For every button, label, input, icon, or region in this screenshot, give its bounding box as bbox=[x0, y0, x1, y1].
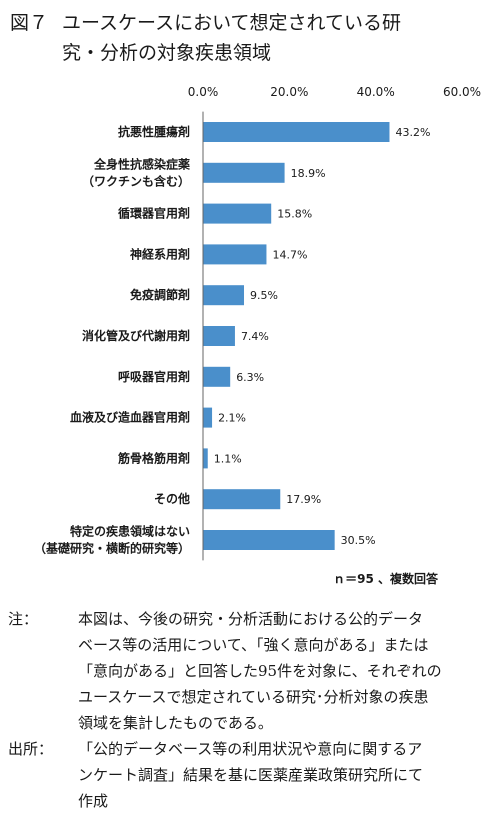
note-body: 本図は、今後の研究・分析活動における公的データ ベース等の活用について、「強く意… bbox=[8, 606, 486, 736]
bar bbox=[203, 162, 285, 183]
category-label: （基礎研究・横断的研究等） bbox=[34, 541, 190, 556]
value-label: 7.4% bbox=[241, 330, 269, 343]
bar bbox=[203, 244, 267, 265]
bar bbox=[203, 285, 245, 306]
x-tick-label: 40.0% bbox=[357, 85, 395, 99]
value-label: 14.7% bbox=[272, 248, 307, 261]
source-block: 出所： 「公的データベース等の利用状況や意向に関するア ンケート調査」結果を基に… bbox=[8, 736, 486, 814]
bar bbox=[203, 448, 208, 469]
figure-title-line-1: ユースケースにおいて想定されている研 bbox=[62, 12, 401, 34]
value-label: 1.1% bbox=[214, 452, 242, 465]
x-axis-ticks: 0.0% 20.0% 40.0% 60.0% bbox=[188, 85, 481, 99]
source-line: 「公的データベース等の利用状況や意向に関するア bbox=[78, 740, 423, 758]
value-label: 43.2% bbox=[395, 126, 430, 139]
value-label: 9.5% bbox=[250, 289, 278, 302]
figure-number: 図７ bbox=[10, 12, 49, 34]
x-tick-label: 60.0% bbox=[443, 85, 481, 99]
category-label: 全身性抗感染症薬 bbox=[93, 156, 190, 171]
bar bbox=[203, 407, 213, 428]
note-line: ベース等の活用について、「強く意向がある」または bbox=[78, 636, 429, 654]
value-label: 18.9% bbox=[291, 167, 326, 180]
source-line: ンケート調査」結果を基に医薬産業政策研究所にて bbox=[78, 766, 424, 784]
x-tick-label: 0.0% bbox=[188, 85, 219, 99]
bar bbox=[203, 203, 272, 224]
source-line: 作成 bbox=[78, 792, 109, 810]
figure-title: 図７ ユースケースにおいて想定されている研 究・分析の対象疾患領域 bbox=[10, 8, 490, 68]
category-label: （ワクチンも含む） bbox=[82, 173, 190, 188]
bar bbox=[203, 122, 390, 142]
bar bbox=[203, 530, 335, 550]
category-label: 消化管及び代謝用剤 bbox=[82, 328, 190, 343]
notes-block: 注： 本図は、今後の研究・分析活動における公的データ ベース等の活用について、「… bbox=[8, 606, 486, 736]
note-label: 注： bbox=[8, 610, 39, 628]
bar bbox=[203, 326, 235, 346]
category-label: 抗悪性腫瘍剤 bbox=[118, 124, 190, 139]
category-label: 神経系用剤 bbox=[130, 246, 190, 261]
value-label: 6.3% bbox=[236, 371, 264, 384]
bars bbox=[203, 122, 390, 550]
bar bbox=[203, 366, 231, 387]
value-label: 15.8% bbox=[277, 208, 312, 221]
bar bbox=[203, 489, 281, 510]
figure-title-line-2: 究・分析の対象疾患領域 bbox=[62, 42, 272, 64]
value-label: 17.9% bbox=[286, 493, 321, 506]
category-label: 特定の疾患領域はない bbox=[70, 524, 190, 539]
note-line: ユースケースで想定されている研究･分析対象の疾患 bbox=[78, 688, 429, 706]
source-label: 出所： bbox=[8, 740, 54, 758]
category-label: 血液及び造血器官用剤 bbox=[70, 410, 190, 425]
category-label: その他 bbox=[154, 491, 190, 506]
category-label: 呼吸器官用剤 bbox=[118, 369, 190, 384]
note-line: 「意向がある」と回答した95件を対象に、それぞれの bbox=[78, 662, 442, 680]
sample-size-note: ｎ＝95 、複数回答 bbox=[333, 572, 438, 586]
note-line: 本図は、今後の研究・分析活動における公的データ bbox=[78, 610, 424, 628]
category-label: 免疫調節剤 bbox=[130, 287, 190, 302]
value-label: 2.1% bbox=[218, 412, 246, 425]
source-body: 「公的データベース等の利用状況や意向に関するア ンケート調査」結果を基に医薬産業… bbox=[8, 736, 486, 814]
value-label: 30.5% bbox=[341, 534, 376, 547]
x-tick-label: 20.0% bbox=[270, 85, 308, 99]
note-line: 領域を集計したものである。 bbox=[78, 714, 273, 732]
value-labels: 43.2% 18.9% 15.8% 14.7% 9.5% 7.4% 6.3% 2.1% 1.1%… bbox=[214, 126, 431, 547]
category-label: 循環器官用剤 bbox=[118, 206, 190, 221]
category-label: 筋骨格筋用剤 bbox=[117, 450, 190, 465]
